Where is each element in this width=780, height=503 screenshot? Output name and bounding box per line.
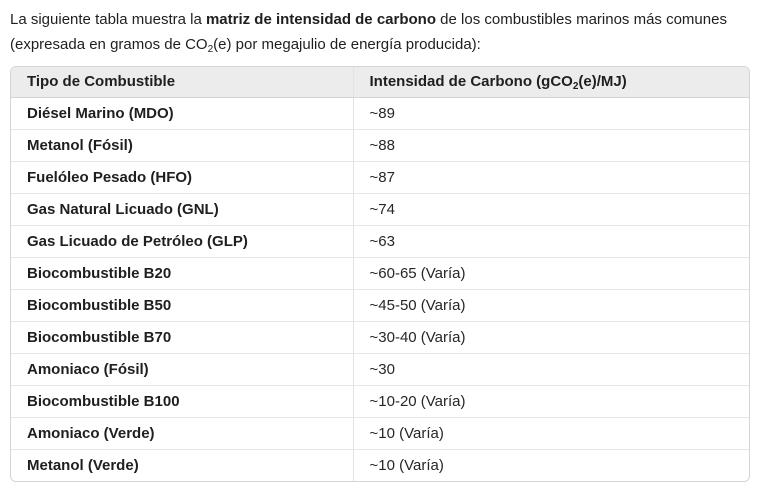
table-row: Diésel Marino (MDO) ~89: [11, 97, 749, 129]
table-row: Metanol (Verde) ~10 (Varía): [11, 448, 749, 481]
intensity-cell: ~60-65 (Varía): [352, 256, 749, 289]
intensity-cell: ~74: [352, 192, 749, 225]
intro-text-mid: de los combustibles marinos más comunes …: [10, 11, 727, 53]
table-row: Biocombustible B50 ~45-50 (Varía): [11, 288, 749, 321]
fuel-cell: Biocombustible B100: [11, 384, 353, 417]
fuel-cell: Fuelóleo Pesado (HFO): [11, 160, 353, 193]
intensity-cell: ~10 (Varía): [352, 448, 749, 481]
header-intensity-text: Intensidad de Carbono (gCO: [369, 73, 573, 91]
table-row: Fuelóleo Pesado (HFO) ~87: [11, 160, 749, 193]
table-row: Gas Licuado de Petróleo (GLP) ~63: [11, 224, 749, 257]
header-co2-subscript: 2: [572, 81, 579, 93]
intensity-cell: ~10-20 (Varía): [352, 384, 749, 417]
table-row: Gas Natural Licuado (GNL) ~74: [11, 192, 749, 225]
table-row: Biocombustible B100 ~10-20 (Varía): [11, 384, 749, 417]
fuel-cell: Amoniaco (Verde): [11, 416, 353, 449]
carbon-intensity-table-container: Tipo de Combustible Intensidad de Carbon…: [10, 66, 750, 482]
intensity-cell: ~63: [352, 224, 749, 257]
intro-text-end: (e) por megajulio de energía producida):: [213, 36, 481, 53]
table-row: Amoniaco (Fósil) ~30: [11, 352, 749, 385]
fuel-cell: Metanol (Verde): [11, 448, 353, 481]
fuel-cell: Diésel Marino (MDO): [27, 104, 174, 122]
intensity-cell: ~89: [352, 97, 749, 129]
document-page: La siguiente tabla muestra la matriz de …: [10, 7, 750, 482]
intensity-cell: ~30: [352, 352, 749, 385]
carbon-intensity-table: Tipo de Combustible Intensidad de Carbon…: [11, 67, 749, 481]
intensity-cell: ~45-50 (Varía): [352, 288, 749, 321]
fuel-cell: Amoniaco (Fósil): [11, 352, 353, 385]
intensity-cell: ~88: [352, 128, 749, 161]
co2-subscript: 2: [207, 44, 214, 55]
intro-text-start: La siguiente tabla muestra la: [10, 11, 206, 28]
table-row: Biocombustible B70 ~30-40 (Varía): [11, 320, 749, 353]
table-header-row: Tipo de Combustible Intensidad de Carbon…: [11, 67, 749, 98]
table-row: Metanol (Fósil) ~88: [11, 128, 749, 161]
fuel-cell: Biocombustible B50: [11, 288, 353, 321]
fuel-cell: Metanol (Fósil): [11, 128, 353, 161]
fuel-cell: Biocombustible B70: [11, 320, 353, 353]
fuel-cell: Gas Natural Licuado (GNL): [11, 192, 353, 225]
intensity-cell: ~10 (Varía): [352, 416, 749, 449]
fuel-cell: Biocombustible B20: [11, 256, 353, 289]
header-fuel-type: Tipo de Combustible: [11, 67, 353, 98]
header-carbon-intensity: Intensidad de Carbono (gCO2(e)/MJ): [352, 67, 749, 98]
intro-paragraph: La siguiente tabla muestra la matriz de …: [10, 7, 750, 57]
fuel-cell: Gas Licuado de Petróleo (GLP): [11, 224, 353, 257]
header-intensity-unit: (e)/MJ): [578, 73, 627, 91]
intro-bold-phrase: matriz de intensidad de carbono: [205, 11, 436, 28]
table-row: Biocombustible B20 ~60-65 (Varía): [11, 256, 749, 289]
intensity-cell: ~87: [352, 160, 749, 193]
intensity-cell: ~30-40 (Varía): [352, 320, 749, 353]
table-row: Amoniaco (Verde) ~10 (Varía): [11, 416, 749, 449]
